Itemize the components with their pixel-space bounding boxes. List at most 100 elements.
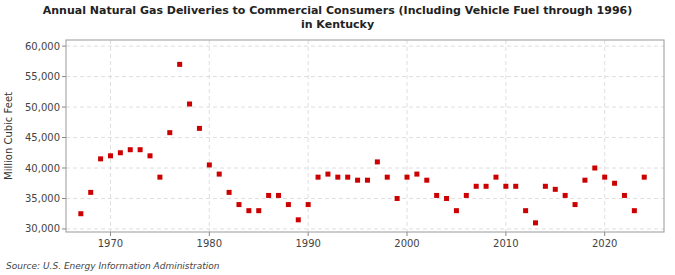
y-tick xyxy=(62,107,66,108)
point xyxy=(454,208,459,213)
point xyxy=(217,172,222,177)
x-tick-label: 2020 xyxy=(592,238,617,249)
y-grid-line xyxy=(66,228,664,229)
point xyxy=(484,184,489,189)
point xyxy=(622,193,627,198)
point xyxy=(365,178,370,183)
point xyxy=(296,217,301,222)
point xyxy=(434,193,439,198)
point xyxy=(78,211,83,216)
point xyxy=(98,156,103,161)
y-tick xyxy=(62,198,66,199)
y-tick-label: 60,000 xyxy=(25,41,60,52)
point xyxy=(157,175,162,180)
point xyxy=(266,193,271,198)
x-tick xyxy=(209,232,210,236)
point xyxy=(582,178,587,183)
point xyxy=(167,130,172,135)
y-tick xyxy=(62,76,66,77)
point xyxy=(493,175,498,180)
point xyxy=(543,184,548,189)
x-grid-line xyxy=(209,40,210,232)
point xyxy=(256,208,261,213)
point xyxy=(395,196,400,201)
point xyxy=(325,172,330,177)
y-grid-line xyxy=(66,198,664,199)
y-tick-label: 45,000 xyxy=(25,132,60,143)
points xyxy=(78,62,646,225)
point xyxy=(306,202,311,207)
point xyxy=(88,190,93,195)
point xyxy=(563,193,568,198)
y-grid-line xyxy=(66,137,664,138)
point xyxy=(612,181,617,186)
point xyxy=(632,208,637,213)
y-grid-line xyxy=(66,76,664,77)
x-tick xyxy=(308,232,309,236)
point xyxy=(108,153,113,158)
y-grid-line xyxy=(66,46,664,47)
point xyxy=(533,220,538,225)
y-tick-label: 30,000 xyxy=(25,223,60,234)
x-tick-label: 2010 xyxy=(493,238,518,249)
point xyxy=(345,175,350,180)
x-tick xyxy=(407,232,408,236)
point xyxy=(207,162,212,167)
point xyxy=(286,202,291,207)
point xyxy=(246,208,251,213)
point xyxy=(236,202,241,207)
point xyxy=(118,150,123,155)
y-grid-line xyxy=(66,168,664,169)
y-grid-line xyxy=(66,107,664,108)
y-tick-label: 55,000 xyxy=(25,71,60,82)
x-tick-label: 1970 xyxy=(98,238,123,249)
point xyxy=(316,175,321,180)
point xyxy=(375,159,380,164)
point xyxy=(513,184,518,189)
y-axis-label: Million Cubic Feet xyxy=(3,92,14,180)
point xyxy=(128,147,133,152)
y-tick-label: 40,000 xyxy=(25,163,60,174)
point xyxy=(414,172,419,177)
point xyxy=(573,202,578,207)
x-tick-label: 1980 xyxy=(197,238,222,249)
x-tick xyxy=(110,232,111,236)
point xyxy=(523,208,528,213)
chart: Annual Natural Gas Deliveries to Commerc… xyxy=(0,0,675,275)
point xyxy=(444,196,449,201)
y-tick-label: 50,000 xyxy=(25,102,60,113)
point xyxy=(355,178,360,183)
point xyxy=(424,178,429,183)
grid xyxy=(66,40,664,232)
x-tick xyxy=(505,232,506,236)
point xyxy=(177,62,182,67)
x-tick-label: 1990 xyxy=(295,238,320,249)
point xyxy=(602,175,607,180)
y-tick xyxy=(62,168,66,169)
x-grid-line xyxy=(407,40,408,232)
x-grid-line xyxy=(110,40,111,232)
y-tick xyxy=(62,46,66,47)
subtitle: in Kentucky xyxy=(301,18,374,31)
point xyxy=(385,175,390,180)
y-tick xyxy=(62,137,66,138)
title: Annual Natural Gas Deliveries to Commerc… xyxy=(43,4,633,17)
point xyxy=(553,187,558,192)
point xyxy=(592,166,597,171)
point xyxy=(227,190,232,195)
source-note: Source: U.S. Energy Information Administ… xyxy=(6,261,220,271)
point xyxy=(138,147,143,152)
point xyxy=(148,153,153,158)
point xyxy=(197,126,202,131)
point xyxy=(405,175,410,180)
point xyxy=(503,184,508,189)
x-tick-label: 2000 xyxy=(394,238,419,249)
x-grid-line xyxy=(604,40,605,232)
point xyxy=(187,102,192,107)
point xyxy=(335,175,340,180)
y-tick-label: 35,000 xyxy=(25,193,60,204)
plot-frame xyxy=(66,40,664,232)
point xyxy=(642,175,647,180)
x-tick xyxy=(604,232,605,236)
x-grid-line xyxy=(505,40,506,232)
